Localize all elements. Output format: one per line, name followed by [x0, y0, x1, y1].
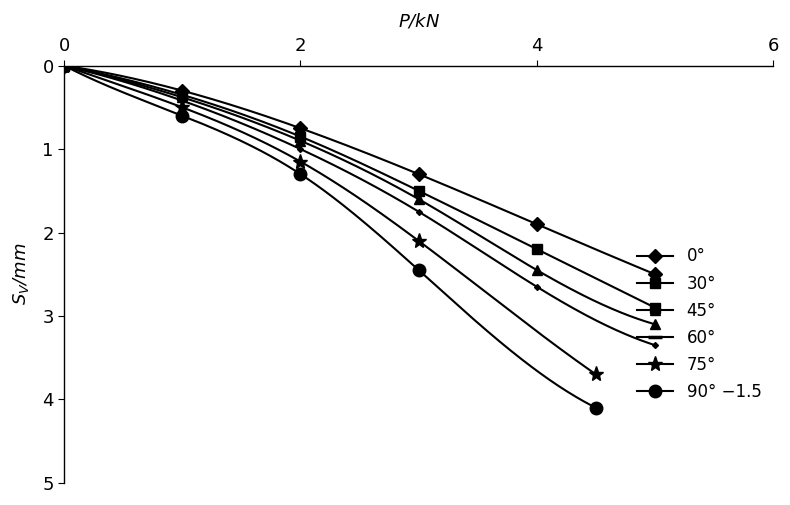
- 75°: [414, 238, 423, 244]
- 0°: [532, 221, 542, 227]
- 90° −1.5: [295, 171, 305, 177]
- 60°: [414, 209, 423, 215]
- 0°: [650, 271, 660, 277]
- 75°: [59, 63, 69, 69]
- 60°: [650, 342, 660, 348]
- Y-axis label: $S_V$/mm: $S_V$/mm: [11, 243, 31, 306]
- 45°: [532, 267, 542, 273]
- Line: 45°: 45°: [59, 61, 660, 329]
- 0°: [295, 125, 305, 131]
- 60°: [178, 97, 187, 104]
- 30°: [295, 133, 305, 139]
- Legend: 0°, 30°, 45°, 60°, 75°, 90° −1.5: 0°, 30°, 45°, 60°, 75°, 90° −1.5: [630, 241, 768, 408]
- 90° −1.5: [591, 405, 600, 411]
- 75°: [178, 105, 187, 111]
- 45°: [59, 63, 69, 69]
- 45°: [414, 196, 423, 202]
- 75°: [591, 371, 600, 377]
- Line: 60°: 60°: [62, 64, 657, 347]
- 0°: [414, 171, 423, 177]
- 45°: [295, 138, 305, 144]
- Line: 75°: 75°: [57, 58, 604, 382]
- 30°: [650, 305, 660, 311]
- Line: 30°: 30°: [59, 61, 660, 313]
- X-axis label: $P$/kN: $P$/kN: [397, 11, 440, 30]
- 30°: [414, 188, 423, 194]
- 30°: [59, 63, 69, 69]
- 75°: [295, 159, 305, 165]
- 60°: [59, 63, 69, 69]
- 0°: [178, 88, 187, 94]
- Line: 0°: 0°: [59, 61, 660, 279]
- 45°: [650, 321, 660, 327]
- Line: 90° −1.5: 90° −1.5: [58, 60, 602, 414]
- 90° −1.5: [178, 113, 187, 119]
- 60°: [532, 284, 542, 290]
- 60°: [295, 146, 305, 152]
- 90° −1.5: [414, 267, 423, 273]
- 90° −1.5: [59, 63, 69, 69]
- 30°: [532, 246, 542, 252]
- 45°: [178, 94, 187, 100]
- 0°: [59, 63, 69, 69]
- 30°: [178, 92, 187, 98]
